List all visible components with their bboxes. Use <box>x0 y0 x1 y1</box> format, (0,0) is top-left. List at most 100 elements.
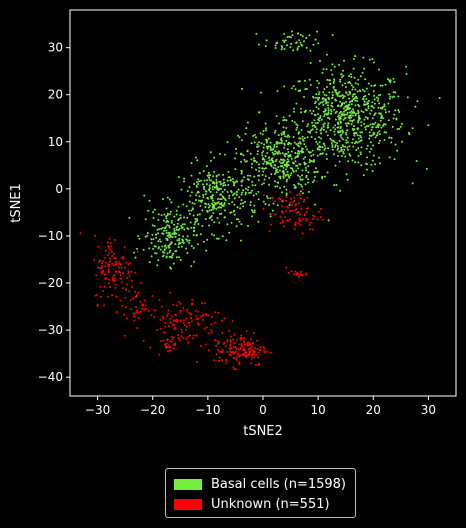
point-unknown <box>252 349 255 352</box>
point-basal <box>282 175 285 178</box>
point-unknown <box>113 274 116 277</box>
point-basal <box>360 124 363 127</box>
point-unknown <box>150 314 153 317</box>
point-unknown <box>107 263 110 266</box>
point-unknown <box>164 343 167 346</box>
point-basal <box>168 198 171 201</box>
point-basal <box>215 207 218 210</box>
point-basal <box>166 252 169 255</box>
point-basal <box>214 203 217 206</box>
point-unknown <box>312 214 314 217</box>
point-unknown <box>99 285 102 288</box>
point-basal <box>303 143 306 146</box>
point-basal <box>288 135 291 138</box>
point-basal <box>280 133 283 136</box>
point-basal <box>253 211 256 214</box>
point-basal <box>317 93 320 96</box>
point-basal <box>243 158 246 161</box>
point-basal <box>234 168 237 171</box>
point-basal <box>347 93 350 96</box>
point-basal <box>290 30 293 33</box>
point-unknown <box>215 345 217 347</box>
point-basal <box>209 159 212 162</box>
point-basal <box>216 186 219 189</box>
point-basal <box>292 162 295 165</box>
point-unknown <box>237 352 240 355</box>
point-basal <box>341 112 344 115</box>
point-basal <box>327 107 330 109</box>
point-basal <box>213 182 216 185</box>
point-unknown <box>202 313 205 316</box>
point-unknown <box>290 197 292 200</box>
point-unknown <box>104 265 107 268</box>
point-basal <box>211 205 214 208</box>
point-basal <box>341 84 344 87</box>
point-basal <box>248 191 250 194</box>
point-basal <box>170 219 173 222</box>
point-basal <box>285 192 288 195</box>
point-basal <box>343 102 346 105</box>
point-unknown <box>256 339 259 342</box>
point-basal <box>257 179 260 182</box>
point-unknown <box>168 325 170 328</box>
point-basal <box>282 39 285 42</box>
point-unknown <box>108 247 111 249</box>
point-basal <box>344 82 347 85</box>
point-basal <box>185 205 188 208</box>
point-basal <box>314 114 317 117</box>
point-basal <box>261 133 264 136</box>
point-basal <box>265 141 268 144</box>
point-unknown <box>263 194 265 196</box>
point-basal <box>178 237 181 240</box>
point-basal <box>331 34 334 36</box>
point-unknown <box>299 197 302 199</box>
point-unknown <box>308 224 311 227</box>
point-unknown <box>160 305 163 308</box>
point-basal <box>242 176 245 179</box>
point-unknown <box>175 320 178 323</box>
point-basal <box>374 112 377 115</box>
point-basal <box>307 171 310 174</box>
point-basal <box>302 157 305 160</box>
point-unknown <box>216 349 219 352</box>
point-unknown <box>102 290 105 293</box>
point-basal <box>344 106 347 109</box>
point-basal <box>199 199 202 202</box>
point-basal <box>329 129 332 132</box>
point-basal <box>175 209 178 212</box>
legend-swatch-unknown <box>174 498 202 510</box>
point-unknown <box>232 338 235 341</box>
point-basal <box>289 174 292 177</box>
point-basal <box>245 160 248 163</box>
point-basal <box>393 80 396 83</box>
point-basal <box>177 239 180 242</box>
point-basal <box>346 113 348 116</box>
point-basal <box>390 137 393 139</box>
point-basal <box>155 233 157 236</box>
point-basal <box>297 32 300 35</box>
point-basal <box>205 183 208 186</box>
point-basal <box>391 96 394 99</box>
point-basal <box>192 234 195 237</box>
point-unknown <box>294 208 297 211</box>
point-basal <box>168 236 171 239</box>
point-basal <box>203 185 206 188</box>
point-basal <box>353 128 356 131</box>
point-basal <box>196 219 199 222</box>
point-basal <box>351 159 354 162</box>
point-basal <box>134 256 137 259</box>
point-basal <box>215 191 218 194</box>
point-basal <box>355 149 358 151</box>
point-basal <box>367 107 370 110</box>
point-basal <box>158 228 161 231</box>
point-unknown <box>136 327 139 329</box>
point-unknown <box>113 264 116 267</box>
point-unknown <box>168 344 170 347</box>
point-basal <box>220 198 223 201</box>
point-basal <box>188 200 191 203</box>
point-basal <box>321 152 324 155</box>
point-basal <box>371 170 374 172</box>
point-unknown <box>108 271 111 274</box>
point-basal <box>227 183 230 186</box>
point-basal <box>243 200 246 203</box>
